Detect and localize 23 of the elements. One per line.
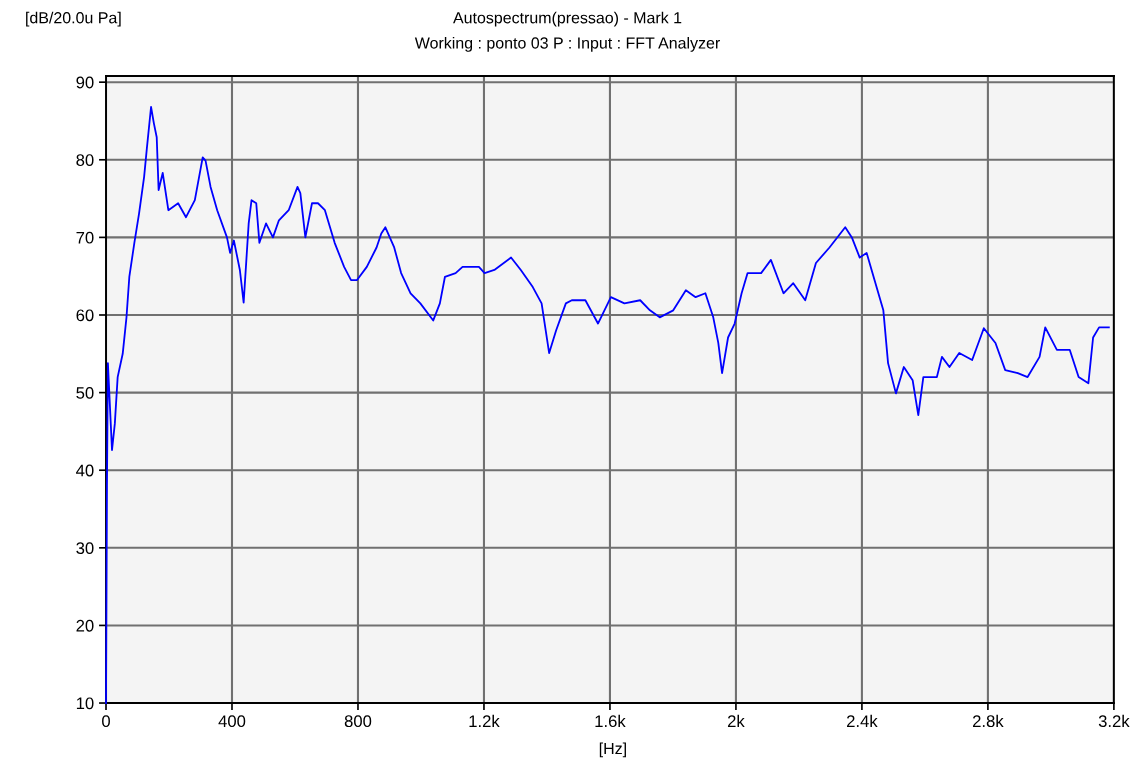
y-tick-label: 90 bbox=[76, 76, 94, 89]
x-tick-label: 0 bbox=[102, 715, 110, 728]
y-tick-label: 50 bbox=[76, 387, 94, 399]
y-tick-label: 40 bbox=[76, 464, 94, 477]
y-tick-label: 30 bbox=[76, 542, 94, 555]
line-series bbox=[105, 106, 1110, 704]
x-tick-label: 1.2k bbox=[469, 714, 500, 727]
chart-subtitle: Working : ponto 03 P : Input : FFT Analyzer bbox=[414, 36, 720, 52]
x-tick-label: 3.2k bbox=[1098, 714, 1130, 728]
x-tick-label: 2k bbox=[727, 714, 745, 727]
y-tick-label: 10 bbox=[76, 697, 94, 710]
y-tick-label: 20 bbox=[76, 619, 94, 632]
y-tick-label: 80 bbox=[76, 154, 94, 166]
x-axis-title: [Hz] bbox=[599, 742, 626, 758]
y-tick-label: 70 bbox=[76, 231, 94, 244]
x-tick-label: 1.6k bbox=[595, 714, 626, 728]
x-tick-label: 2.8k bbox=[972, 714, 1004, 728]
x-tick-label: 2.4k bbox=[847, 714, 878, 727]
y-axis-title: [dB/20.0u Pa] bbox=[26, 11, 121, 27]
x-tick-label: 800 bbox=[344, 715, 372, 728]
chart-title: Autospectrum(pressao) - Mark 1 bbox=[453, 11, 682, 27]
x-tick-label: 400 bbox=[218, 715, 246, 728]
y-tick-label: 60 bbox=[76, 309, 94, 322]
